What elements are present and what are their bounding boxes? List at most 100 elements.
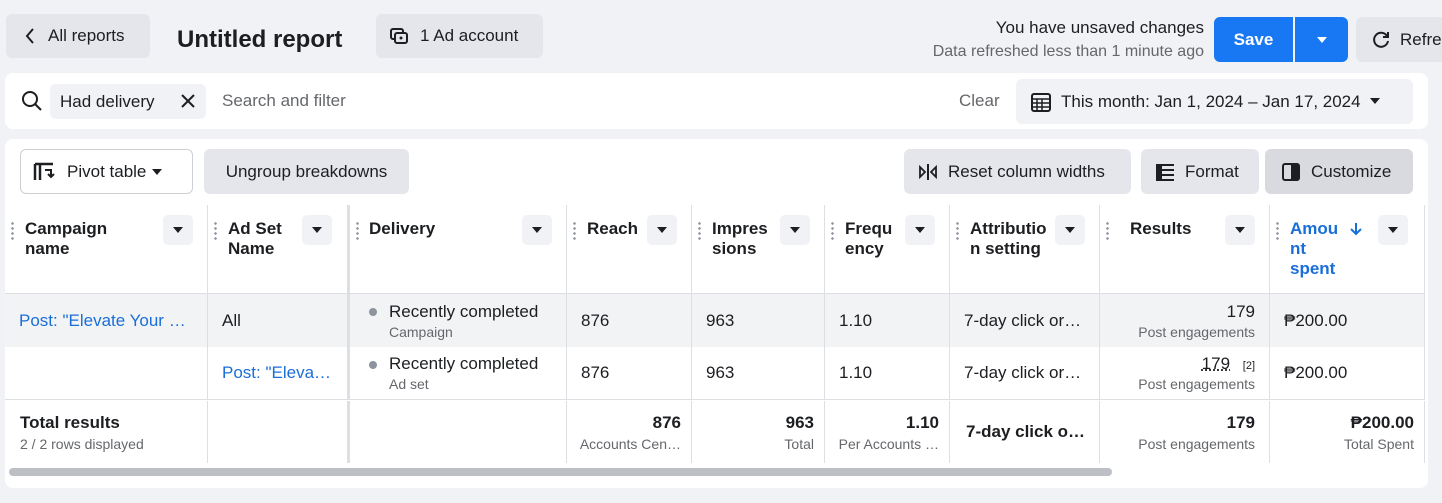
date-range-label: This month: Jan 1, 2024 – Jan 17, 2024	[1061, 92, 1361, 112]
ungroup-breakdowns-label: Ungroup breakdowns	[226, 162, 388, 182]
total-results-label: Total results	[20, 413, 197, 433]
total-cell-adset	[208, 401, 350, 463]
status-dot-icon	[369, 361, 377, 369]
date-range-button[interactable]: This month: Jan 1, 2024 – Jan 17, 2024	[1016, 79, 1413, 124]
reach-value: 876	[581, 363, 677, 383]
caret-down-icon	[173, 227, 183, 233]
column-header-campaign-name[interactable]: Campaign name	[5, 205, 208, 294]
drag-handle-icon[interactable]	[356, 221, 359, 241]
filter-chip-label: Had delivery	[60, 92, 155, 112]
ungroup-breakdowns-button[interactable]: Ungroup breakdowns	[204, 149, 409, 194]
column-menu-button[interactable]	[905, 215, 935, 245]
table-row-campaign	[5, 347, 208, 400]
total-results-value: 179	[1227, 413, 1255, 433]
drag-handle-icon[interactable]	[831, 221, 834, 241]
adset-name-link[interactable]: Post: "Eleva…	[222, 363, 333, 383]
ad-account-button[interactable]: 1 Ad account	[376, 14, 543, 58]
column-header-delivery[interactable]: Delivery	[350, 205, 567, 294]
drag-handle-icon[interactable]	[698, 221, 701, 241]
horizontal-scrollbar-thumb[interactable]	[9, 468, 1112, 476]
caret-down-icon	[532, 227, 542, 233]
all-reports-button[interactable]: All reports	[6, 14, 150, 58]
column-header-amount-spent[interactable]: Amou nt spent	[1270, 205, 1425, 294]
table-cell-results: 179 [2] Post engagements	[1100, 347, 1270, 400]
reset-column-widths-button[interactable]: Reset column widths	[904, 149, 1131, 194]
table-cell-adset: All	[208, 294, 350, 347]
save-options-button[interactable]	[1295, 17, 1348, 62]
column-header-impressions[interactable]: Impres sions	[692, 205, 825, 294]
total-frequency-value: 1.10	[906, 413, 939, 433]
close-icon[interactable]	[180, 93, 196, 109]
results-value: 179	[1227, 302, 1255, 322]
column-menu-button[interactable]	[522, 215, 552, 245]
column-header-label: Delivery	[369, 219, 435, 239]
column-menu-button[interactable]	[163, 215, 193, 245]
pivot-table-icon	[33, 162, 55, 182]
table-cell-impressions: 963	[692, 294, 825, 347]
pivot-table-button[interactable]: Pivot table	[20, 149, 193, 194]
impressions-value: 963	[706, 311, 810, 331]
drag-handle-icon[interactable]	[11, 221, 14, 241]
refresh-icon	[1370, 30, 1392, 50]
customize-button[interactable]: Customize	[1265, 149, 1413, 194]
column-header-ad-set-name[interactable]: Ad Set Name	[208, 205, 350, 294]
drag-handle-icon[interactable]	[214, 221, 217, 241]
amount-spent-value: ₱200.00	[1284, 311, 1410, 331]
drag-handle-icon[interactable]	[1276, 221, 1279, 241]
report-title[interactable]: Untitled report	[177, 26, 342, 54]
filter-bar: Had delivery Clear This month: Jan 1, 20…	[5, 73, 1428, 129]
total-impressions-value: 963	[786, 413, 814, 433]
report-table: Campaign name Ad Set Name Delivery Reach…	[5, 205, 1428, 465]
table-cell-reach: 876	[567, 347, 692, 400]
total-cell-impressions: 963 Total	[692, 401, 825, 463]
column-header-label: Amou nt spent	[1290, 219, 1338, 279]
table-cell-adset[interactable]: Post: "Eleva…	[208, 347, 350, 400]
results-footnote[interactable]: [2]	[1243, 360, 1255, 372]
frequency-value: 1.10	[839, 363, 935, 383]
unsaved-changes-text: You have unsaved changes	[996, 18, 1204, 38]
column-header-results[interactable]: Results	[1100, 205, 1270, 294]
delivery-level: Campaign	[369, 324, 552, 340]
column-menu-button[interactable]	[1225, 215, 1255, 245]
filter-chip-had-delivery[interactable]: Had delivery	[50, 84, 206, 119]
total-cell-reach: 876 Accounts Cen…	[567, 401, 692, 463]
table-cell-impressions: 963	[692, 347, 825, 400]
clear-button[interactable]: Clear	[959, 91, 1000, 111]
all-reports-label: All reports	[48, 26, 125, 46]
format-button[interactable]: Format	[1141, 149, 1259, 194]
table-cell-delivery: Recently completed Campaign	[350, 294, 567, 347]
column-header-frequency[interactable]: Frequ ency	[825, 205, 950, 294]
drag-handle-icon[interactable]	[1106, 221, 1109, 241]
column-header-attribution-setting[interactable]: Attributio n setting	[950, 205, 1100, 294]
search-input[interactable]	[222, 85, 822, 117]
results-type: Post engagements	[1138, 324, 1255, 340]
drag-handle-icon[interactable]	[956, 221, 959, 241]
column-header-label: Results	[1130, 219, 1191, 239]
column-resize-icon	[918, 163, 938, 181]
column-menu-button[interactable]	[780, 215, 810, 245]
campaign-name-link[interactable]: Post: "Elevate Your …	[19, 311, 193, 331]
drag-handle-icon[interactable]	[573, 221, 576, 241]
table-row-campaign[interactable]: Post: "Elevate Your …	[5, 294, 208, 347]
table-cell-amount-spent: ₱200.00	[1270, 347, 1425, 400]
column-menu-button[interactable]	[1055, 215, 1085, 245]
column-header-reach[interactable]: Reach	[567, 205, 692, 294]
attribution-value: 7-day click or…	[964, 363, 1085, 383]
sidebar-panel-icon	[1281, 163, 1301, 181]
column-header-label: Ad Set Name	[228, 219, 282, 259]
column-menu-button[interactable]	[1378, 215, 1408, 245]
chevron-left-icon	[22, 28, 38, 44]
save-button[interactable]: Save	[1214, 17, 1293, 62]
total-cell-delivery	[350, 401, 567, 463]
total-cell-frequency: 1.10 Per Accounts …	[825, 401, 950, 463]
refresh-button[interactable]: Refre	[1356, 17, 1442, 62]
caret-down-icon	[915, 227, 925, 233]
caret-down-icon	[657, 227, 667, 233]
column-menu-button[interactable]	[302, 215, 332, 245]
delivery-level: Ad set	[369, 376, 552, 392]
format-label: Format	[1185, 162, 1239, 182]
attribution-value: 7-day click or…	[964, 311, 1085, 331]
column-menu-button[interactable]	[647, 215, 677, 245]
results-value[interactable]: 179	[1202, 354, 1230, 373]
sort-descending-icon[interactable]	[1350, 222, 1362, 236]
